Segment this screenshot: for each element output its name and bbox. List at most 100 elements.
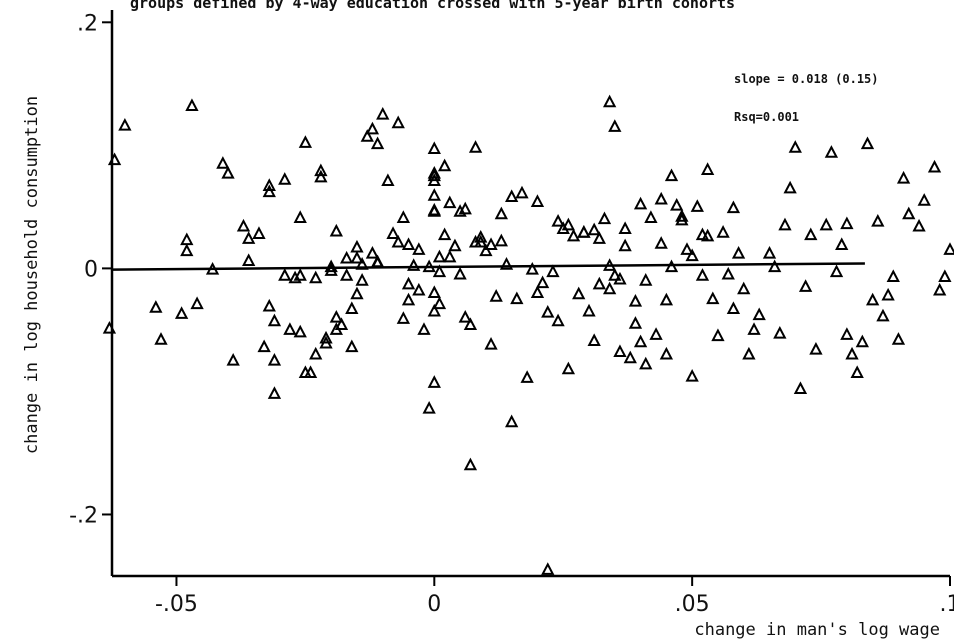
data-point (927, 159, 942, 173)
data-point (257, 339, 271, 353)
data-point (587, 222, 601, 236)
data-point (530, 194, 545, 207)
data-point (242, 253, 256, 267)
data-point (700, 162, 715, 175)
data-point (185, 98, 199, 111)
data-point (293, 210, 307, 223)
data-point (262, 178, 276, 191)
data-point (809, 341, 823, 355)
data-point (690, 199, 704, 212)
data-point (840, 216, 854, 230)
data-point (458, 201, 472, 215)
data-point (726, 200, 741, 214)
y-tick-label: 0 (84, 257, 98, 282)
data-point (329, 223, 343, 237)
data-point (628, 293, 643, 307)
data-point (448, 238, 462, 252)
data-point (412, 282, 426, 296)
data-point (551, 313, 565, 327)
data-point (902, 206, 916, 220)
data-point (721, 266, 735, 280)
x-tick-label: 0 (427, 592, 441, 617)
data-point (463, 317, 478, 330)
data-point (427, 166, 441, 179)
data-point (334, 317, 349, 330)
data-point (602, 281, 617, 295)
data-point (541, 562, 555, 575)
data-point (855, 334, 869, 348)
data-point (437, 227, 452, 241)
data-point (350, 286, 364, 300)
data-point (314, 169, 328, 183)
data-point (633, 196, 648, 210)
data-point (551, 213, 565, 227)
data-point (107, 152, 122, 166)
data-point (917, 193, 931, 206)
data-point (381, 173, 395, 187)
data-point (407, 258, 421, 271)
data-point (587, 333, 601, 346)
slope-annotation: slope = 0.018 (0.15) (734, 72, 879, 86)
data-point (432, 249, 447, 263)
data-point (427, 168, 441, 182)
data-point (391, 115, 405, 129)
data-point (938, 269, 952, 283)
data-point (845, 346, 859, 360)
data-point (396, 311, 411, 324)
data-point (309, 346, 323, 360)
data-point (288, 270, 302, 284)
data-point (370, 136, 385, 150)
data-point (345, 301, 359, 314)
data-point (339, 268, 354, 281)
data-point (793, 381, 808, 394)
data-point (262, 298, 276, 312)
data-point (422, 259, 436, 273)
data-point (685, 248, 699, 262)
data-point (221, 166, 235, 179)
data-point (742, 346, 756, 360)
data-point (489, 289, 503, 302)
data-point (737, 281, 751, 295)
data-point (391, 234, 405, 248)
data-point (582, 303, 596, 317)
data-point (283, 322, 297, 335)
data-point (267, 386, 282, 399)
data-point (685, 369, 699, 382)
data-point (783, 180, 797, 194)
data-point (236, 218, 251, 232)
data-point (360, 129, 374, 142)
data-point (546, 264, 560, 278)
data-point (262, 184, 276, 198)
data-point (608, 268, 622, 281)
data-point (427, 188, 441, 201)
data-point (572, 286, 586, 300)
data-point (324, 263, 338, 276)
data-point (535, 275, 550, 289)
data-point (401, 237, 416, 251)
data-point (319, 330, 333, 344)
data-point (525, 261, 539, 275)
data-point (180, 232, 194, 246)
data-point (778, 217, 792, 231)
data-point (345, 339, 359, 353)
data-point (205, 261, 220, 275)
data-point (427, 204, 441, 217)
data-point (556, 221, 570, 235)
data-point (602, 258, 617, 271)
data-point (432, 296, 447, 310)
data-point (706, 291, 720, 305)
data-point (324, 259, 338, 273)
x-tick-label: .1 (940, 592, 954, 617)
data-point (303, 365, 318, 378)
data-point (566, 228, 581, 242)
data-point (592, 231, 606, 244)
data-point (458, 309, 472, 323)
data-point (453, 204, 467, 217)
data-point (592, 276, 606, 290)
data-point (680, 242, 694, 255)
data-point (798, 279, 813, 292)
data-point (309, 270, 323, 284)
data-point (659, 292, 674, 306)
data-point (695, 268, 710, 281)
